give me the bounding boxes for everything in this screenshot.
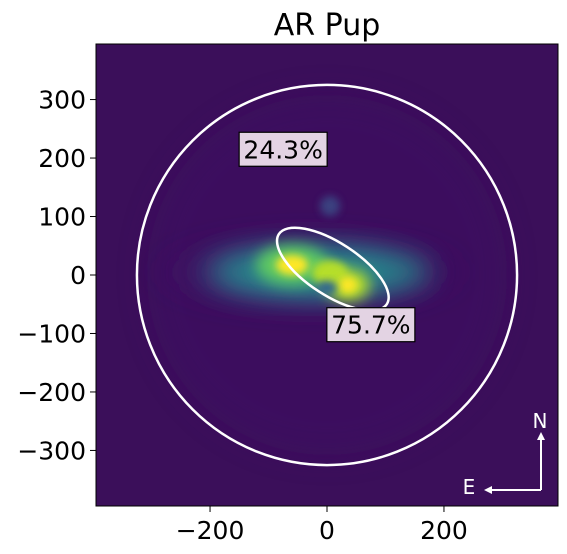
contour-outer-circle [135,83,519,467]
annotation-label: 75.7% [326,307,416,343]
y-axis: 300 200 100 0 −100 −200 −300 [17,86,96,465]
emission-lobe-west-core [276,255,308,275]
annotation-box [238,131,328,167]
annotation-layer: 24.3% 75.7% [238,131,416,343]
contour-layer [135,83,519,467]
y-tick-label: 300 [38,86,86,115]
central-dark-gap [317,281,337,295]
contour-inner-ellipse [275,226,390,312]
y-tick-label: −300 [17,436,86,465]
x-tick-label: −200 [176,516,245,545]
annotation-text: 75.7% [331,311,410,340]
y-tick-label: 0 [70,261,86,290]
annotation-box [326,307,416,343]
chart-title: AR Pup [274,8,381,43]
x-tick-label: 0 [319,516,335,545]
compass-north-arrowhead [537,432,545,440]
compass-east-arrowhead [484,486,492,494]
compass-north-label: N [533,409,548,433]
x-axis: −200 0 200 [176,506,468,545]
y-tick-label: −100 [17,319,86,348]
y-tick-label: 100 [38,203,86,232]
y-tick-label: 200 [38,144,86,173]
plot-area [96,44,558,506]
companion-blob [320,196,340,216]
compass-east-label: E [463,475,476,499]
emission-lobe-east-core [339,277,357,293]
y-tick-label: −200 [17,378,86,407]
compass: N E [463,409,548,499]
x-tick-label: 200 [420,516,468,545]
annotation-label: 24.3% [238,131,328,167]
annotation-text: 24.3% [243,135,322,164]
